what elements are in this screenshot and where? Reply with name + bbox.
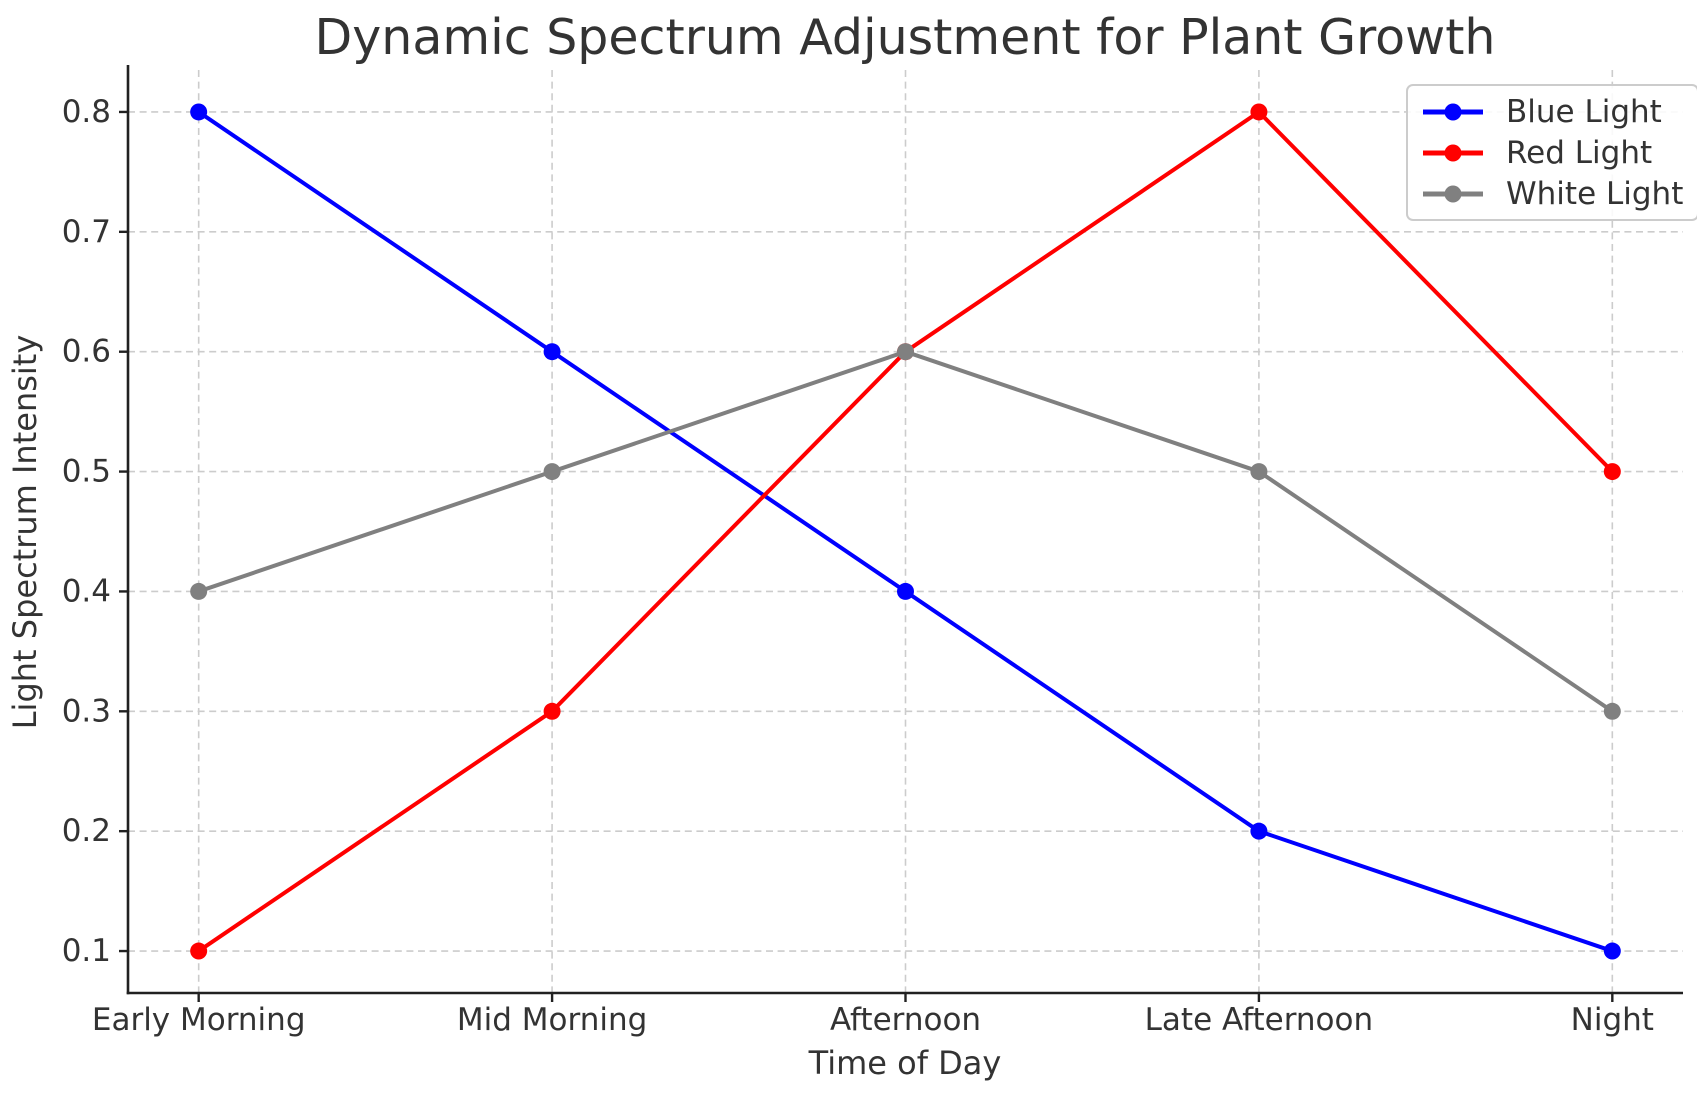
- y-tick-label: 0.4: [62, 573, 111, 609]
- legend-items: Blue Light Red Light White Light: [1421, 91, 1683, 214]
- legend-item-red-light: Red Light: [1421, 132, 1683, 173]
- legend-marker-icon: [1444, 144, 1462, 161]
- legend-marker-icon: [1444, 185, 1462, 202]
- data-point-marker-blue-light: [897, 582, 914, 600]
- data-point-marker-blue-light: [1603, 942, 1621, 960]
- data-point-marker-white-light: [543, 463, 561, 481]
- axis-layer: [119, 65, 1683, 1002]
- legend-item-white-light: White Light: [1421, 173, 1683, 214]
- legend-sample-blue-light: [1423, 103, 1483, 120]
- legend-sample-red-light: [1423, 144, 1483, 161]
- legend-marker-icon: [1444, 103, 1462, 120]
- x-tick-label: Late Afternoon: [1145, 1002, 1373, 1038]
- tick-label-layer: 0.1 0.2 0.3 0.4 0.5 0.6 0.7 0.8 Early Morning Mid…: [62, 94, 1654, 1038]
- data-point-marker-red-light: [190, 942, 208, 960]
- x-axis-label: Time of Day: [808, 1044, 1002, 1082]
- data-point-marker-blue-light: [190, 103, 208, 121]
- y-tick-label: 0.7: [62, 214, 111, 250]
- data-point-marker-white-light: [897, 343, 914, 361]
- y-tick-label: 0.6: [62, 334, 111, 370]
- y-tick-label: 0.3: [62, 693, 111, 729]
- x-tick-label: Afternoon: [830, 1002, 981, 1038]
- series-line-white-light: [198, 349, 1614, 713]
- data-point-marker-blue-light: [543, 343, 561, 361]
- y-tick-label: 0.1: [62, 933, 111, 969]
- data-point-marker-blue-light: [1250, 822, 1268, 840]
- data-point-marker-red-light: [543, 702, 561, 720]
- chart-title: Dynamic Spectrum Adjustment for Plant Gr…: [315, 9, 1496, 66]
- legend-item-label: Red Light: [1506, 134, 1653, 171]
- x-tick-label: Early Morning: [92, 1002, 306, 1038]
- data-point-marker-white-light: [1603, 702, 1621, 720]
- legend: Blue Light Red Light White Light: [1406, 84, 1697, 221]
- legend-item-blue-light: Blue Light: [1421, 91, 1683, 132]
- legend-item-label: White Light: [1506, 175, 1684, 212]
- y-tick-label: 0.2: [62, 813, 111, 849]
- data-point-marker-red-light: [1250, 103, 1268, 121]
- data-point-marker-white-light: [1250, 463, 1268, 481]
- y-axis-label: Light Spectrum Intensity: [6, 335, 44, 730]
- grid-layer: [128, 70, 1683, 993]
- series-layer: [190, 103, 1621, 960]
- legend-sample-white-light: [1423, 185, 1483, 202]
- y-tick-label: 0.5: [62, 454, 111, 490]
- legend-item-label: Blue Light: [1506, 93, 1662, 130]
- x-tick-label: Mid Morning: [457, 1002, 647, 1038]
- y-tick-label: 0.8: [62, 94, 111, 130]
- data-point-marker-red-light: [1603, 463, 1621, 481]
- data-point-marker-white-light: [190, 582, 208, 600]
- x-tick-label: Night: [1571, 1002, 1654, 1038]
